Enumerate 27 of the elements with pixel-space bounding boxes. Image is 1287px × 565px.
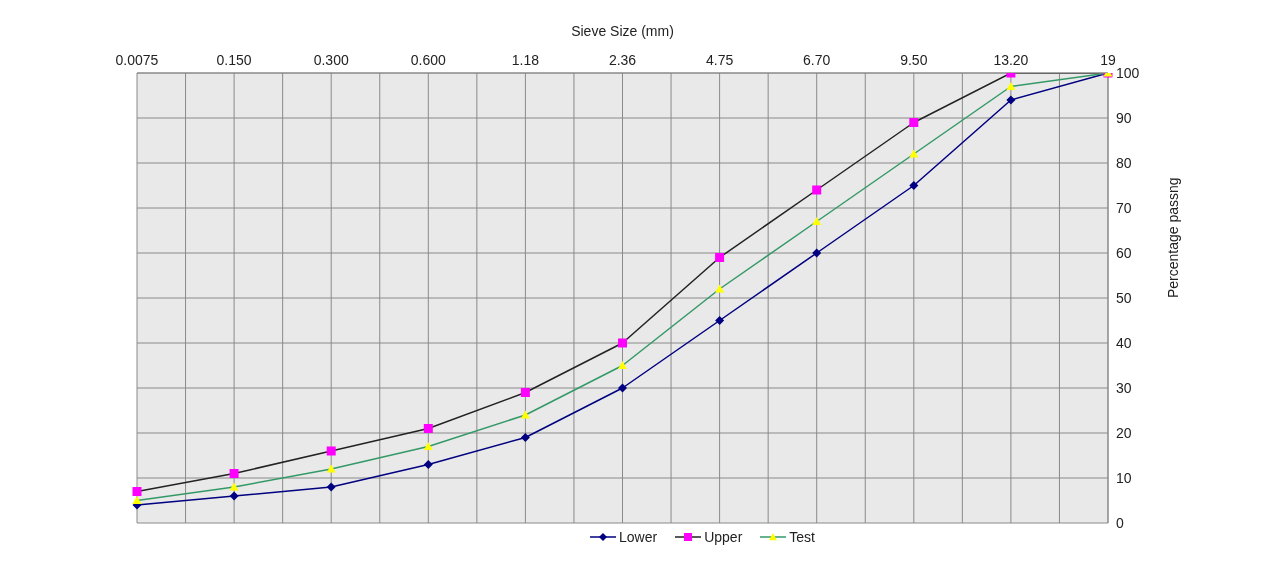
x-tick-label: 0.300 bbox=[313, 52, 349, 68]
y-axis-title: Percentage passng bbox=[1164, 177, 1181, 298]
x-tick-label: 1.18 bbox=[511, 52, 540, 68]
x-tick-label: 6.70 bbox=[803, 52, 831, 68]
x-tick-label: 0.0075 bbox=[115, 52, 159, 68]
x-axis-title: Sieve Size (mm) bbox=[571, 23, 674, 39]
y-tick-label: 20 bbox=[1116, 424, 1132, 441]
x-tick-label: 0.150 bbox=[216, 52, 252, 68]
legend-label: Test bbox=[789, 529, 815, 545]
legend-label: Upper bbox=[704, 529, 743, 545]
x-tick-label: 13.20 bbox=[993, 52, 1029, 68]
legend-label: Lower bbox=[619, 529, 658, 545]
y-tick-label: 10 bbox=[1116, 469, 1132, 486]
x-tick-label: 9.50 bbox=[900, 52, 928, 68]
y-tick-label: 70 bbox=[1116, 199, 1132, 216]
y-tick-label: 60 bbox=[1116, 244, 1132, 261]
x-tick-label: 4.75 bbox=[705, 52, 734, 68]
y-tick-label: 80 bbox=[1116, 154, 1132, 171]
x-tick-label: 2.36 bbox=[608, 52, 637, 68]
y-tick-label: 50 bbox=[1116, 289, 1132, 306]
y-tick-label: 30 bbox=[1116, 379, 1132, 396]
y-tick-label: 0 bbox=[1116, 514, 1124, 531]
x-tick-label: 19 bbox=[1100, 52, 1116, 68]
y-tick-label: 100 bbox=[1116, 64, 1140, 81]
y-tick-label: 40 bbox=[1116, 334, 1132, 351]
y-tick-label: 90 bbox=[1116, 109, 1132, 126]
x-tick-label: 0.600 bbox=[410, 52, 447, 68]
